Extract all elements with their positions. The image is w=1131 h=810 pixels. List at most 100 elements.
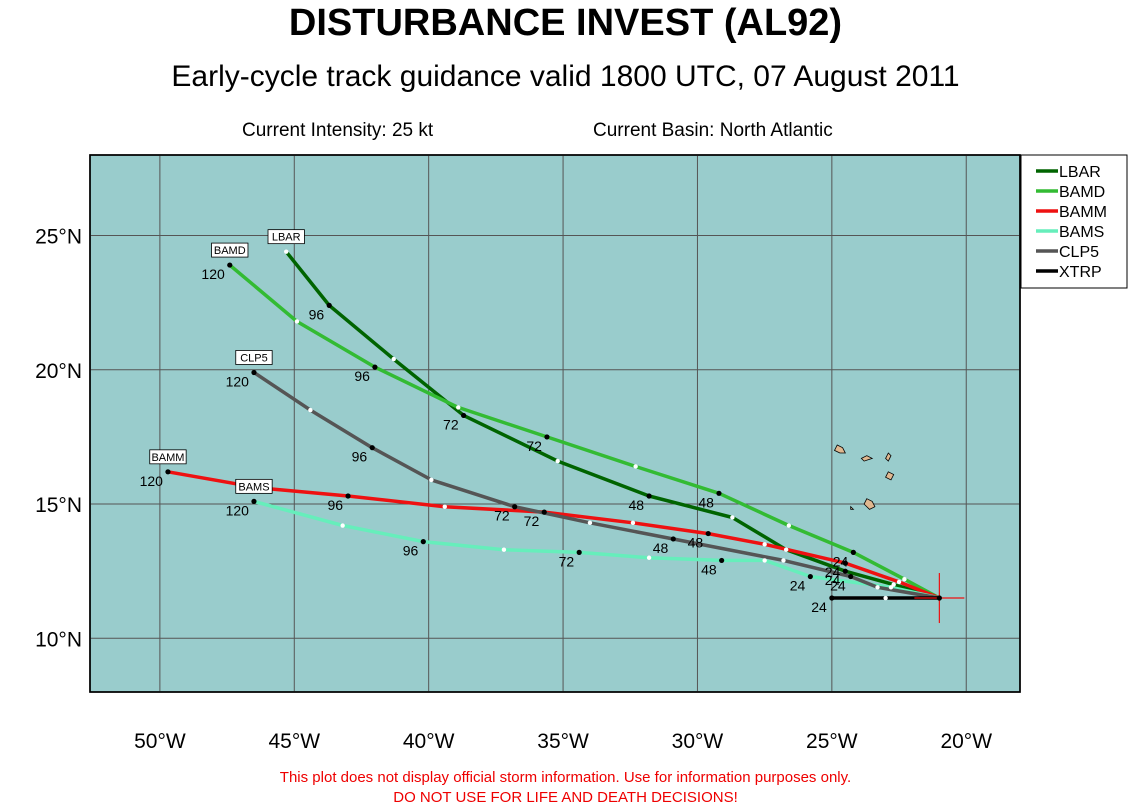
forecast-tracks: 24 48 72 96 LBAR 24 48 72 96 120 BAMD 24 48 72 96 120 BA…	[140, 229, 941, 615]
tau-point	[227, 262, 233, 268]
forecast-point	[786, 523, 792, 528]
track-end-label: BAMD	[214, 245, 246, 257]
tau-point	[807, 573, 813, 580]
lon-tick-label: 40°W	[403, 730, 455, 753]
forecast-point	[783, 547, 789, 552]
forecast-point	[294, 319, 300, 324]
legend-label: LBAR	[1059, 164, 1101, 181]
tau-point	[326, 302, 332, 308]
island	[863, 498, 876, 510]
legend-label: CLP5	[1059, 244, 1099, 261]
forecast-point	[762, 558, 767, 563]
tau-label: 96	[309, 306, 325, 322]
tau-label: 120	[201, 266, 225, 282]
legend-label: BAMD	[1059, 184, 1105, 201]
forecast-point	[284, 249, 289, 254]
track-end-label: BAMS	[238, 481, 269, 493]
map-grid	[90, 155, 1020, 692]
tau-label: 120	[226, 373, 250, 389]
track-end-label-box	[267, 229, 305, 245]
tau-label: 96	[403, 543, 419, 559]
tau-point	[544, 434, 550, 440]
forecast-point	[902, 577, 907, 582]
tau-label: 72	[559, 553, 575, 569]
forecast-point	[587, 520, 593, 526]
island	[885, 452, 892, 462]
lat-tick-label: 25°N	[35, 226, 82, 249]
tau-label: 120	[226, 502, 250, 518]
tau-point	[345, 493, 351, 499]
forecast-point	[308, 407, 313, 413]
tau-point	[251, 498, 257, 504]
tau-point	[165, 469, 171, 475]
forecast-point	[630, 520, 636, 526]
tau-point	[842, 568, 848, 574]
tau-label: 72	[524, 513, 540, 529]
disclaimer-line-1: This plot does not display official stor…	[279, 769, 852, 786]
storm-position-marker	[914, 573, 965, 624]
forecast-point	[730, 515, 735, 520]
tau-label: 48	[698, 494, 714, 510]
legend-box	[1020, 154, 1128, 289]
tau-label: 24	[811, 599, 827, 615]
tau-label: 48	[688, 535, 704, 551]
tau-label: 48	[628, 497, 644, 513]
lat-tick-label: 10°N	[35, 628, 82, 651]
tau-label: 72	[494, 508, 510, 524]
tau-point	[705, 530, 711, 537]
forecast-point	[896, 579, 902, 585]
disclaimer-line-2: DO NOT USE FOR LIFE AND DEATH DECISIONS!	[393, 789, 738, 806]
current-position-dot	[936, 595, 942, 601]
tau-label: 24	[825, 572, 841, 588]
lon-tick-label: 20°W	[940, 730, 992, 753]
forecast-point	[633, 464, 638, 469]
tau-label: 48	[653, 540, 669, 556]
tau-label: 96	[327, 497, 343, 513]
lon-tick-label: 25°W	[806, 730, 858, 753]
forecast-point	[888, 585, 894, 590]
tau-label: 72	[443, 416, 459, 432]
forecast-point	[429, 477, 434, 483]
axis-labels: 50°W 45°W 40°W 35°W 30°W 25°W 20°W 10°N 15°N 20°N…	[35, 226, 992, 753]
island	[850, 505, 855, 510]
lon-tick-label: 50°W	[134, 730, 186, 753]
island	[860, 455, 874, 462]
tau-point	[646, 493, 652, 499]
track-end-label-box	[235, 478, 273, 494]
tau-point	[372, 364, 378, 370]
track-end-label-box	[235, 350, 273, 365]
legend-label: XTRP	[1059, 264, 1102, 281]
legend-label: BAMS	[1059, 224, 1104, 241]
page-title: DISTURBANCE INVEST (AL92)	[288, 2, 843, 44]
forecast-point	[555, 458, 560, 464]
forecast-point	[875, 585, 880, 590]
track-end-label: CLP5	[240, 352, 268, 364]
tau-point	[512, 504, 518, 510]
tau-point	[719, 557, 725, 564]
forecast-point	[891, 582, 896, 587]
forecast-point	[391, 356, 396, 362]
tau-point	[670, 536, 676, 542]
forecast-point	[442, 504, 447, 509]
tau-label: 96	[354, 368, 370, 384]
tau-point	[716, 490, 722, 496]
forecast-point	[762, 542, 767, 547]
forecast-point	[646, 555, 652, 560]
lat-tick-label: 15°N	[35, 494, 82, 517]
lon-tick-label: 35°W	[537, 730, 589, 753]
forecast-point	[883, 595, 888, 601]
tau-label: 96	[352, 449, 368, 465]
lon-tick-label: 30°W	[672, 730, 724, 753]
tau-point	[848, 573, 854, 580]
tau-label: 48	[701, 561, 717, 577]
tau-label: 24	[825, 564, 841, 580]
track-end-label-box	[149, 449, 187, 465]
track-end-label: BAMM	[151, 452, 184, 464]
tau-label: 24	[830, 578, 846, 594]
lat-tick-label: 20°N	[35, 360, 82, 383]
forecast-point	[501, 547, 507, 552]
current-intensity: Current Intensity: 25 kt	[242, 120, 434, 141]
forecast-point	[781, 558, 786, 563]
lon-tick-label: 45°W	[268, 730, 320, 753]
track-map: 24 48 72 96 LBAR 24 48 72 96 120 BAMD 24 48 72 96 120 BA…	[35, 154, 1128, 753]
